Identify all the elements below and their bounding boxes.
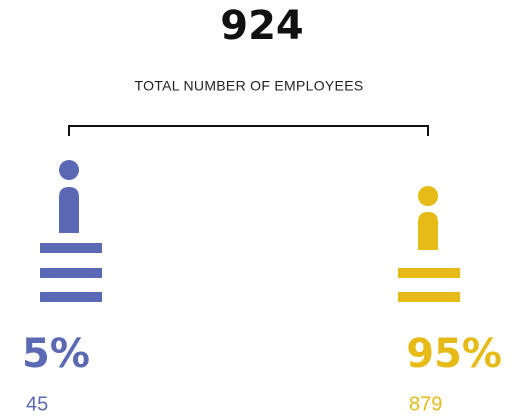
subtitle: TOTAL NUMBER OF EMPLOYEES [135,78,364,94]
bar [40,292,102,302]
group-left-icon [40,160,102,302]
bracket [68,125,429,136]
body [418,212,438,250]
percent: 5% [22,331,90,377]
percent: 95% [406,331,502,377]
head [59,160,79,180]
head [418,186,438,206]
body [59,187,79,233]
bar [398,292,460,302]
bar [398,268,460,278]
total: 924 [220,3,304,49]
count: 45 [26,393,48,415]
count: 879 [409,393,442,415]
bar [40,243,102,253]
bar [40,268,102,278]
group-right-icon [398,186,460,302]
